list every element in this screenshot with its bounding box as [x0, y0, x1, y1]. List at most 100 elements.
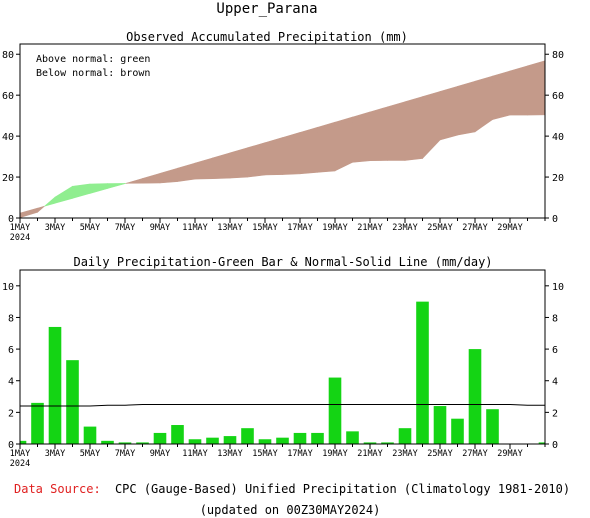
below-normal-band [19, 207, 38, 218]
daily-precip-bar [363, 442, 377, 444]
x-tick-label: 1MAY [10, 449, 30, 459]
y-tick-label: 8 [8, 313, 14, 324]
y-tick-label: 20 [2, 173, 14, 184]
x-tick-label: 7MAY [115, 223, 135, 233]
y-tick-label-right: 80 [552, 50, 564, 61]
below-normal-band [509, 65, 528, 116]
x-tick-label: 9MAY [150, 223, 170, 233]
y-tick-label-right: 0 [552, 440, 558, 451]
below-normal-band [299, 126, 318, 175]
x-tick-label: 25MAY [427, 223, 453, 233]
x-tick-label: 19MAY [322, 449, 348, 459]
daily-precip-bar [188, 439, 202, 444]
y-tick-label: 60 [2, 91, 14, 102]
below-normal-band [387, 101, 406, 161]
below-normal-band [229, 147, 248, 179]
daily-normal-line [20, 403, 545, 407]
below-normal-band [369, 106, 388, 161]
daily-precip-bar [276, 437, 289, 444]
normal-line [20, 403, 545, 407]
y-tick-label-right: 6 [552, 345, 558, 356]
x-tick-label: 29MAY [497, 223, 523, 233]
x-tick-label: 15MAY [252, 449, 278, 459]
x-tick-label: 9MAY [150, 449, 170, 459]
above-normal-band [107, 183, 126, 189]
x-tick-label: 17MAY [287, 223, 313, 233]
below-normal-band [317, 121, 336, 173]
daily-precip-bar [31, 402, 44, 444]
daily-precip-bar [206, 437, 219, 444]
daily-precip-bar [416, 301, 429, 444]
y-tick-label-right: 10 [552, 282, 564, 293]
daily-precip-bar [118, 442, 132, 444]
daily-precip-bar [311, 432, 324, 444]
x-tick-label: 17MAY [287, 449, 313, 459]
y-tick-label: 10 [2, 282, 14, 293]
below-normal-band [142, 172, 161, 184]
footer-source-line: Data Source: CPC (Gauge-Based) Unified P… [14, 482, 570, 496]
y-tick-label-right: 0 [552, 214, 558, 225]
updated-note: (updated on 00Z30MAY2024) [200, 503, 381, 517]
below-normal-band [527, 60, 546, 116]
x-tick-label: 3MAY [45, 449, 65, 459]
y-tick-label: 2 [8, 408, 14, 419]
daily-precip-bar [101, 440, 114, 444]
daily-precip-bar [171, 425, 184, 444]
below-normal-band [439, 85, 458, 141]
y-tick-label-right: 8 [552, 313, 558, 324]
daily-precip-bar [381, 442, 394, 444]
accumulated-panel: Observed Accumulated Precipitation (mm) … [2, 30, 564, 243]
x-tick-label: 13MAY [217, 449, 243, 459]
x-year-label: 2024 [10, 459, 30, 469]
below-normal-band [282, 132, 301, 175]
daily-frame [19, 269, 546, 445]
x-tick-label: 23MAY [392, 449, 418, 459]
x-year-label: 2024 [10, 233, 30, 243]
x-tick-label: 5MAY [80, 223, 100, 233]
y-tick-label-right: 4 [552, 377, 558, 388]
x-tick-label: 11MAY [182, 449, 208, 459]
y-tick-label: 6 [8, 345, 14, 356]
y-tick-label-right: 2 [552, 408, 558, 419]
daily-precip-bar [20, 440, 27, 444]
daily-precip-bar [66, 360, 79, 444]
daily-precip-bar [433, 406, 447, 444]
above-normal-band [44, 196, 56, 207]
x-tick-label: 29MAY [497, 449, 523, 459]
y-tick-label: 40 [2, 132, 14, 143]
x-tick-label: 21MAY [357, 449, 383, 459]
below-normal-band [457, 80, 476, 136]
below-normal-band [125, 178, 143, 184]
daily-precip-bar [258, 439, 272, 444]
data-source-text: CPC (Gauge-Based) Unified Precipitation … [115, 482, 570, 496]
below-normal-band [37, 205, 45, 213]
daily-precip-bar [538, 442, 545, 444]
daily-precip-bar [153, 432, 167, 444]
daily-precip-bar [223, 436, 237, 444]
below-normal-band [194, 157, 213, 180]
x-tick-label: 27MAY [462, 449, 488, 459]
above-normal-band [54, 185, 73, 204]
x-tick-label: 11MAY [182, 223, 208, 233]
below-normal-band [352, 111, 371, 163]
daily-precip-bar [451, 418, 464, 444]
daily-precip-bar [398, 428, 412, 444]
daily-title: Daily Precipitation-Green Bar & Normal-S… [73, 255, 492, 269]
daily-precip-bar [83, 426, 97, 444]
above-normal-note: Above normal: green [36, 54, 150, 65]
x-tick-label: 15MAY [252, 223, 278, 233]
x-tick-label: 13MAY [217, 223, 243, 233]
daily-precip-bar [346, 431, 359, 444]
daily-precip-bar [48, 326, 62, 444]
y-tick-label: 4 [8, 377, 14, 388]
below-normal-band [474, 75, 493, 133]
below-normal-band [334, 116, 353, 172]
below-normal-band [404, 96, 423, 161]
data-source-label: Data Source: [14, 482, 101, 496]
x-tick-label: 25MAY [427, 449, 453, 459]
below-normal-band [247, 142, 266, 178]
y-tick-label-right: 20 [552, 173, 564, 184]
x-tick-label: 21MAY [357, 223, 383, 233]
daily-precip-bar [136, 442, 149, 444]
